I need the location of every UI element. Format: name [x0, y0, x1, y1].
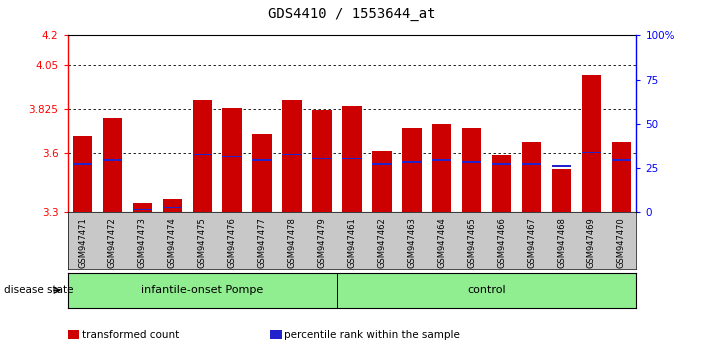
- Bar: [492, 155, 511, 212]
- Text: GSM947465: GSM947465: [467, 217, 476, 268]
- Text: GSM947472: GSM947472: [108, 217, 117, 268]
- Bar: [552, 169, 571, 212]
- Text: percentile rank within the sample: percentile rank within the sample: [284, 330, 460, 339]
- Bar: [73, 136, 92, 212]
- Bar: [372, 164, 392, 165]
- Bar: [223, 108, 242, 212]
- Bar: [552, 165, 571, 167]
- Bar: [522, 142, 541, 212]
- Text: GSM947469: GSM947469: [587, 217, 596, 268]
- Bar: [372, 152, 392, 212]
- Bar: [193, 100, 212, 212]
- Bar: [611, 160, 631, 161]
- Bar: [163, 207, 182, 208]
- Bar: [462, 128, 481, 212]
- Bar: [342, 106, 362, 212]
- Bar: [492, 164, 511, 165]
- Bar: [163, 199, 182, 212]
- Bar: [342, 158, 362, 159]
- Bar: [522, 164, 541, 165]
- Bar: [312, 158, 332, 159]
- Bar: [102, 160, 122, 161]
- Text: GSM947477: GSM947477: [257, 217, 267, 268]
- Text: GSM947473: GSM947473: [138, 217, 147, 268]
- Text: GSM947474: GSM947474: [168, 217, 177, 268]
- Text: GSM947471: GSM947471: [78, 217, 87, 268]
- Text: GDS4410 / 1553644_at: GDS4410 / 1553644_at: [268, 7, 436, 21]
- Text: transformed count: transformed count: [82, 330, 179, 339]
- Text: GSM947466: GSM947466: [497, 217, 506, 268]
- Bar: [133, 209, 152, 210]
- Bar: [282, 154, 301, 155]
- Bar: [402, 128, 422, 212]
- Bar: [462, 161, 481, 163]
- Text: GSM947478: GSM947478: [287, 217, 296, 268]
- Bar: [133, 202, 152, 212]
- Text: GSM947468: GSM947468: [557, 217, 566, 268]
- Text: GSM947462: GSM947462: [378, 217, 386, 268]
- Text: GSM947476: GSM947476: [228, 217, 237, 268]
- Bar: [252, 134, 272, 212]
- Text: GSM947461: GSM947461: [348, 217, 356, 268]
- Bar: [102, 118, 122, 212]
- Bar: [223, 155, 242, 157]
- Bar: [402, 161, 422, 163]
- Text: GSM947467: GSM947467: [527, 217, 536, 268]
- Text: GSM947479: GSM947479: [318, 217, 326, 268]
- Bar: [252, 160, 272, 161]
- Text: infantile-onset Pompe: infantile-onset Pompe: [141, 285, 263, 295]
- Bar: [193, 154, 212, 155]
- Text: GSM947470: GSM947470: [617, 217, 626, 268]
- Bar: [432, 160, 451, 161]
- Text: GSM947464: GSM947464: [437, 217, 447, 268]
- Text: GSM947463: GSM947463: [407, 217, 417, 268]
- Bar: [337, 273, 636, 308]
- Bar: [582, 152, 602, 153]
- Text: control: control: [467, 285, 506, 295]
- Text: disease state: disease state: [4, 285, 73, 295]
- Bar: [582, 75, 602, 212]
- Bar: [611, 142, 631, 212]
- Bar: [68, 273, 337, 308]
- Bar: [282, 100, 301, 212]
- Bar: [73, 164, 92, 165]
- Bar: [432, 124, 451, 212]
- Text: GSM947475: GSM947475: [198, 217, 207, 268]
- Bar: [312, 110, 332, 212]
